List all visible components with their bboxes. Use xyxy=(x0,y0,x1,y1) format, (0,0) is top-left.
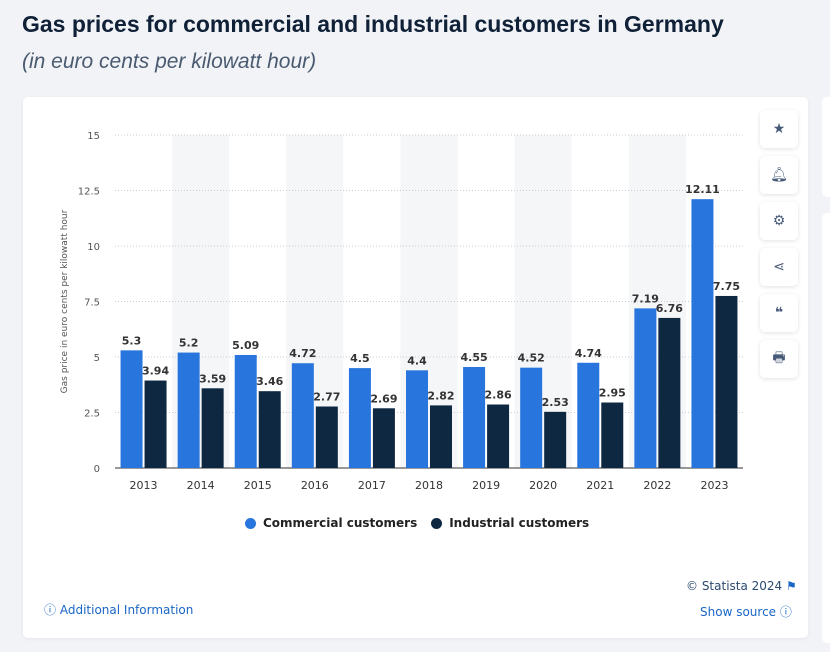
x-tick-label: 2023 xyxy=(700,479,728,492)
bar-commercial xyxy=(634,308,657,468)
quote-icon: ❝ xyxy=(774,305,784,321)
settings-button[interactable]: ⚙ xyxy=(760,202,798,240)
legend: Commercial customers Industrial customer… xyxy=(245,516,589,530)
page-title: Gas prices for commercial and industrial… xyxy=(22,11,724,37)
x-tick-label: 2022 xyxy=(643,479,671,492)
bar-industrial xyxy=(430,405,452,468)
x-tick-label: 2020 xyxy=(529,479,557,492)
page-subtitle: (in euro cents per kilowatt hour) xyxy=(22,50,317,73)
notification-button[interactable]: 🔔︎ xyxy=(760,156,798,194)
additional-information-label: Additional Information xyxy=(59,603,194,617)
x-tick-label: 2021 xyxy=(586,479,614,492)
bar-commercial xyxy=(348,368,371,468)
side-card xyxy=(822,213,830,643)
data-label: 2.82 xyxy=(427,389,454,402)
x-tick-label: 2016 xyxy=(301,479,329,492)
bar-commercial xyxy=(520,367,543,468)
copyright: © Statista 2024 ⚑ xyxy=(686,579,797,593)
bar-commercial xyxy=(463,366,486,468)
x-tick-label: 2019 xyxy=(472,479,500,492)
show-source-link[interactable]: Show source ⓘ xyxy=(700,603,792,620)
y-tick-label: 12.5 xyxy=(78,187,100,198)
info-icon: ⓘ xyxy=(779,605,792,619)
gear-icon: ⚙ xyxy=(772,213,786,229)
share-icon: ⋖ xyxy=(773,259,785,275)
bar-commercial xyxy=(234,355,257,468)
bar-industrial xyxy=(715,295,738,468)
data-label: 2.77 xyxy=(313,391,340,404)
data-label: 3.46 xyxy=(256,375,283,388)
data-label: 2.86 xyxy=(485,389,512,402)
show-source-label: Show source xyxy=(700,605,777,619)
bar-industrial xyxy=(601,402,624,468)
data-label: 4.74 xyxy=(575,347,602,360)
bar-commercial xyxy=(406,370,428,468)
y-tick-label: 15 xyxy=(87,131,100,142)
data-label: 7.19 xyxy=(632,292,659,305)
legend-label: Commercial customers xyxy=(263,516,418,530)
x-tick-label: 2014 xyxy=(187,479,215,492)
print-button[interactable]: 🖶 xyxy=(760,340,798,378)
data-label: 3.59 xyxy=(199,372,226,385)
data-label: 4.5 xyxy=(350,352,370,365)
bar-industrial xyxy=(258,391,281,468)
y-tick-label: 0 xyxy=(94,464,100,475)
legend-dot xyxy=(245,517,256,529)
data-label: 4.55 xyxy=(461,351,488,364)
data-label: 2.53 xyxy=(542,396,569,409)
side-card xyxy=(822,97,830,197)
favorite-button[interactable]: ★ xyxy=(760,110,798,148)
cite-button[interactable]: ❝ xyxy=(760,294,798,332)
x-tick-label: 2018 xyxy=(415,479,443,492)
data-label: 2.95 xyxy=(599,387,626,400)
y-tick-label: 10 xyxy=(87,242,100,253)
y-tick-label: 2.5 xyxy=(84,409,100,420)
y-tick-label: 5 xyxy=(94,353,100,364)
data-label: 4.4 xyxy=(407,354,427,367)
x-tick-label: 2013 xyxy=(130,479,158,492)
legend-item-commercial[interactable]: Commercial customers xyxy=(245,516,417,530)
data-label: 5.3 xyxy=(122,334,142,347)
share-button[interactable]: ⋖ xyxy=(760,248,798,286)
info-icon: ⓘ xyxy=(44,603,57,617)
bar-industrial xyxy=(487,404,510,468)
bar-commercial xyxy=(691,199,714,468)
star-icon: ★ xyxy=(772,121,786,137)
bar-commercial xyxy=(577,362,600,468)
x-tick-label: 2015 xyxy=(244,479,272,492)
data-label: 2.69 xyxy=(370,392,397,405)
bar-industrial xyxy=(544,411,567,468)
data-label: 12.11 xyxy=(685,183,720,196)
additional-information-link[interactable]: ⓘ Additional Information xyxy=(44,601,193,618)
x-tick-label: 2017 xyxy=(358,479,386,492)
y-tick-label: 7.5 xyxy=(84,298,100,309)
bar-commercial xyxy=(291,363,314,468)
bar-commercial xyxy=(177,352,200,468)
y-axis-label: Gas price in euro cents per kilowatt hou… xyxy=(60,209,70,393)
bell-icon: 🔔︎ xyxy=(770,167,788,183)
bar-industrial xyxy=(315,406,338,468)
data-label: 4.52 xyxy=(518,352,545,365)
data-label: 5.2 xyxy=(179,337,199,350)
data-label: 6.76 xyxy=(656,302,683,315)
legend-item-industrial[interactable]: Industrial customers xyxy=(431,516,589,530)
legend-label: Industrial customers xyxy=(449,516,590,530)
bar-industrial xyxy=(658,317,681,468)
data-label: 3.94 xyxy=(142,365,169,378)
bar-industrial xyxy=(201,388,224,468)
print-icon: 🖶 xyxy=(772,350,786,366)
data-label: 4.72 xyxy=(289,347,316,360)
flag-icon: ⚑ xyxy=(786,579,797,593)
data-label: 5.09 xyxy=(232,339,259,352)
bar-commercial xyxy=(120,350,143,468)
legend-dot xyxy=(431,517,443,529)
data-label: 7.75 xyxy=(713,280,740,293)
bar-industrial xyxy=(372,408,395,468)
copyright-text: © Statista 2024 xyxy=(686,579,783,593)
bar-industrial xyxy=(144,380,167,468)
